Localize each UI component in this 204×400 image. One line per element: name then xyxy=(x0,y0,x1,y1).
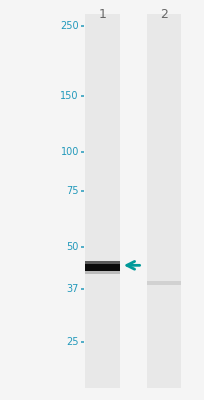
Text: 25: 25 xyxy=(66,338,79,348)
Text: 50: 50 xyxy=(66,242,79,252)
Bar xyxy=(85,14,119,388)
Text: 2: 2 xyxy=(159,8,167,20)
Text: 150: 150 xyxy=(60,91,79,101)
Bar xyxy=(146,14,181,388)
Text: 75: 75 xyxy=(66,186,79,196)
Text: 37: 37 xyxy=(66,284,79,294)
Text: 250: 250 xyxy=(60,21,79,31)
Text: 100: 100 xyxy=(60,147,79,157)
Bar xyxy=(85,260,119,264)
Bar xyxy=(85,270,119,274)
Bar xyxy=(146,281,181,286)
Text: 1: 1 xyxy=(98,8,106,20)
Bar xyxy=(85,264,119,271)
